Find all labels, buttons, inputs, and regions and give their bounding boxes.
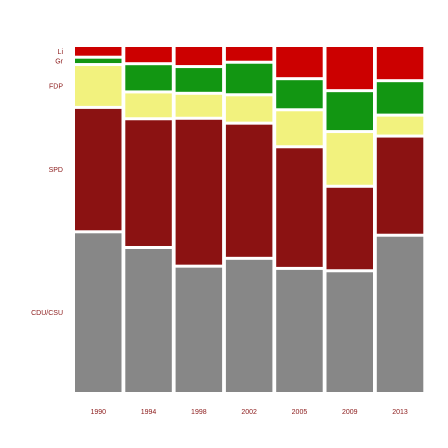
bar-gr-2009	[326, 92, 373, 131]
x-tick-label-2009: 2009	[342, 409, 358, 416]
bar-li-1998	[175, 47, 223, 66]
bar-spd-2005	[276, 148, 323, 267]
bar-gr-2005	[276, 80, 323, 109]
bar-cdu-csu-2013	[376, 236, 424, 392]
bar-fdp-2002	[225, 96, 273, 122]
series-label-cdu-csu: CDU/CSU	[31, 310, 63, 317]
series-label-gr: Gr	[55, 58, 63, 65]
bar-gr-1998	[175, 68, 223, 92]
series-label-li: Li	[58, 49, 64, 56]
bar-spd-2013	[376, 137, 424, 234]
bar-fdp-1990	[75, 66, 122, 106]
bar-fdp-1994	[125, 93, 172, 118]
bar-fdp-2013	[376, 116, 424, 135]
x-tick-label-2013: 2013	[392, 409, 408, 416]
bar-gr-1994	[125, 65, 172, 91]
bar-spd-1998	[175, 119, 223, 265]
bar-li-2009	[326, 47, 373, 90]
bar-cdu-csu-1994	[125, 248, 172, 392]
bar-li-2002	[225, 47, 273, 61]
bar-cdu-csu-2005	[276, 269, 323, 392]
bar-cdu-csu-2002	[225, 259, 273, 392]
bar-cdu-csu-1998	[175, 267, 223, 392]
bar-fdp-2009	[326, 133, 373, 185]
bar-spd-2009	[326, 187, 373, 270]
x-tick-label-1998: 1998	[191, 409, 207, 416]
bar-gr-2002	[225, 63, 273, 94]
bar-li-2013	[376, 47, 424, 80]
bar-fdp-2005	[276, 111, 323, 146]
x-tick-label-2005: 2005	[292, 409, 308, 416]
bar-li-1994	[125, 47, 172, 63]
bar-gr-2013	[376, 82, 424, 114]
series-label-spd: SPD	[49, 167, 63, 174]
x-tick-label-1994: 1994	[141, 409, 157, 416]
series-labels: Li Gr FDP SPD CDU/CSU	[31, 49, 64, 317]
bar-cdu-csu-1990	[75, 233, 122, 392]
x-tick-label-2002: 2002	[241, 409, 257, 416]
x-axis-labels: 1990 1994 1998 2002 2005 2009 2013	[90, 409, 407, 416]
bar-fdp-1998	[175, 94, 223, 117]
bar-spd-1994	[125, 120, 172, 246]
bar-li-2005	[276, 47, 323, 78]
bar-li-1990	[75, 47, 122, 56]
series-label-fdp: FDP	[49, 83, 63, 90]
bar-gr-1990	[75, 58, 122, 64]
bars-layer	[75, 47, 424, 392]
bar-cdu-csu-2009	[326, 272, 373, 392]
bar-spd-1990	[75, 108, 122, 231]
x-tick-label-1990: 1990	[90, 409, 106, 416]
bar-spd-2002	[225, 124, 273, 257]
